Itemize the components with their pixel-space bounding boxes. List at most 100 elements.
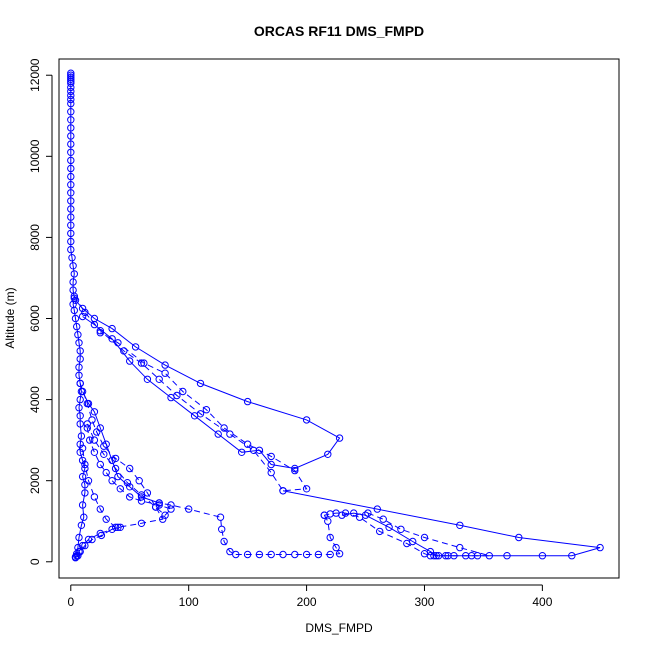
x-tick-label: 100 bbox=[179, 595, 199, 609]
data-series-6 bbox=[155, 499, 344, 559]
data-point bbox=[456, 543, 464, 552]
data-point bbox=[76, 379, 84, 388]
data-series-9 bbox=[73, 420, 167, 560]
data-point bbox=[90, 493, 99, 501]
data-point bbox=[179, 387, 187, 396]
data-point bbox=[364, 509, 372, 517]
data-point bbox=[420, 550, 429, 558]
data-point bbox=[159, 515, 167, 523]
data-point bbox=[214, 430, 222, 438]
y-axis-label: Altitude (m) bbox=[3, 287, 17, 348]
data-point bbox=[279, 487, 287, 495]
data-point bbox=[161, 361, 169, 369]
data-point bbox=[114, 339, 122, 347]
data-point bbox=[568, 552, 576, 560]
data-point bbox=[373, 505, 381, 513]
data-point bbox=[69, 278, 77, 286]
data-point bbox=[126, 464, 134, 473]
data-point bbox=[173, 391, 181, 400]
data-point bbox=[226, 430, 234, 438]
data-point bbox=[137, 497, 146, 505]
data-point bbox=[137, 493, 146, 501]
series-line bbox=[282, 490, 601, 557]
data-point bbox=[68, 254, 76, 262]
y-tick-label: 6000 bbox=[28, 305, 42, 332]
y-tick-label: 0 bbox=[28, 558, 42, 565]
data-point bbox=[78, 456, 87, 465]
data-point bbox=[76, 440, 84, 448]
data-point bbox=[70, 270, 79, 278]
data-point bbox=[81, 489, 89, 497]
data-point bbox=[324, 517, 332, 525]
data-point bbox=[84, 477, 93, 485]
data-point bbox=[126, 493, 134, 501]
data-point bbox=[75, 339, 83, 347]
data-point bbox=[108, 525, 116, 533]
data-point bbox=[70, 292, 79, 300]
data-point bbox=[90, 320, 99, 329]
data-point bbox=[232, 550, 240, 559]
data-point bbox=[102, 468, 110, 477]
y-tick-label: 12000 bbox=[28, 58, 42, 92]
data-series-2 bbox=[71, 296, 344, 473]
data-point bbox=[243, 550, 252, 559]
chart-title: ORCAS RF11 DMS_FMPD bbox=[254, 23, 424, 39]
data-point bbox=[397, 525, 405, 533]
data-point bbox=[143, 375, 152, 383]
data-point bbox=[267, 550, 275, 559]
data-point bbox=[226, 547, 234, 556]
data-point bbox=[123, 479, 132, 487]
data-point bbox=[515, 533, 523, 542]
data-point bbox=[67, 245, 75, 254]
data-point bbox=[88, 535, 96, 544]
data-point bbox=[335, 550, 344, 558]
data-point bbox=[155, 375, 163, 383]
data-point bbox=[81, 308, 89, 317]
data-point bbox=[503, 552, 511, 560]
y-tick-label: 8000 bbox=[28, 224, 42, 251]
data-point bbox=[218, 525, 226, 533]
data-point bbox=[100, 450, 108, 458]
data-point bbox=[83, 420, 92, 428]
data-point bbox=[291, 464, 299, 473]
data-point bbox=[255, 446, 264, 454]
data-point bbox=[78, 472, 87, 481]
series-line bbox=[75, 526, 121, 559]
data-point bbox=[302, 485, 311, 493]
data-point bbox=[93, 428, 101, 436]
data-point bbox=[70, 306, 79, 315]
data-point bbox=[67, 229, 75, 238]
data-point bbox=[71, 314, 80, 323]
data-point bbox=[96, 505, 105, 513]
data-point bbox=[220, 537, 228, 546]
series-line bbox=[159, 502, 341, 555]
data-point bbox=[350, 509, 358, 517]
data-point bbox=[67, 205, 75, 213]
data-point bbox=[71, 554, 80, 562]
data-point bbox=[196, 410, 205, 418]
data-point bbox=[420, 533, 429, 542]
data-point bbox=[76, 547, 84, 556]
data-point bbox=[302, 550, 311, 559]
data-point bbox=[67, 156, 75, 165]
series-line bbox=[76, 423, 164, 556]
data-point bbox=[67, 172, 75, 181]
data-series-10 bbox=[78, 444, 120, 531]
data-point bbox=[67, 83, 75, 92]
data-point bbox=[76, 347, 84, 355]
data-point bbox=[71, 296, 80, 304]
data-point bbox=[324, 450, 332, 458]
data-point bbox=[69, 262, 77, 270]
data-point bbox=[67, 91, 75, 100]
data-point bbox=[78, 304, 87, 313]
data-series-5 bbox=[320, 509, 493, 560]
y-tick-label: 4000 bbox=[28, 386, 42, 413]
x-tick-label: 400 bbox=[532, 595, 552, 609]
data-point bbox=[385, 523, 393, 531]
data-point bbox=[88, 416, 96, 424]
data-point bbox=[152, 503, 160, 511]
data-point bbox=[108, 324, 116, 333]
data-point bbox=[135, 477, 143, 485]
data-point bbox=[596, 543, 604, 552]
data-point bbox=[126, 357, 134, 365]
